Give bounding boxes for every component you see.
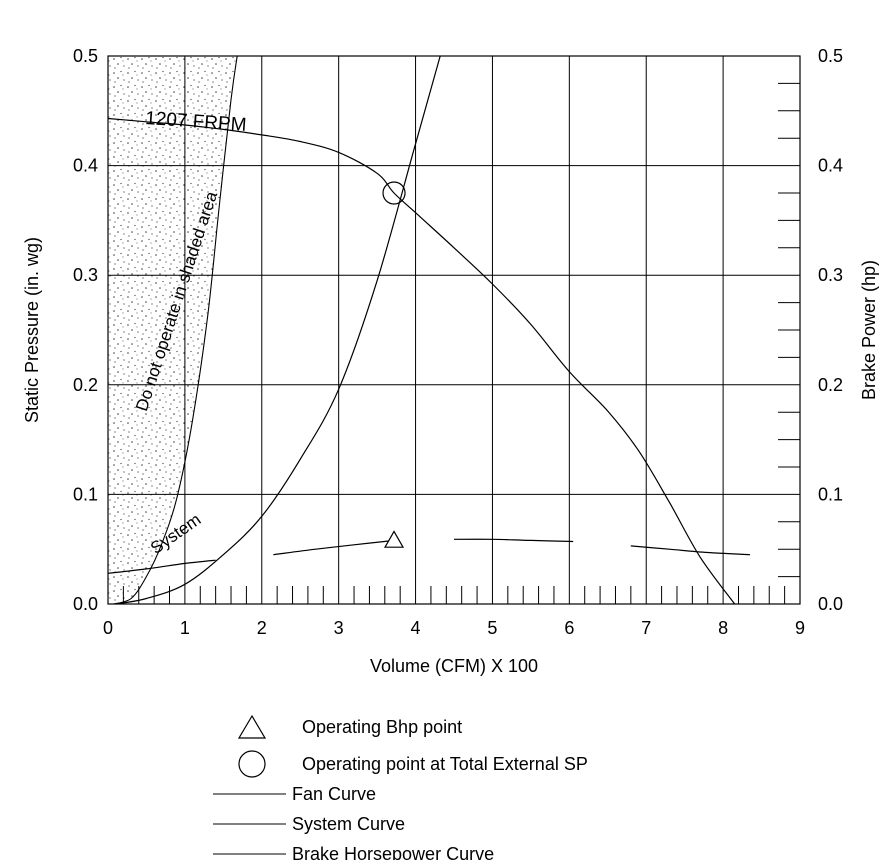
operating-bhp-triangle-marker	[383, 530, 405, 548]
y-right-tick-label: 0.5	[818, 46, 843, 66]
x-tick-label: 3	[334, 618, 344, 638]
y-right-tick-label: 0.3	[818, 265, 843, 285]
x-axis-label: Volume (CFM) X 100	[370, 656, 538, 676]
brake-horsepower-curve-segment	[453, 538, 574, 543]
y-tick-label: 0.4	[73, 156, 98, 176]
x-tick-label: 5	[487, 618, 497, 638]
shaded-area	[108, 56, 238, 604]
y-right-tick-label: 0.1	[818, 484, 843, 504]
y-right-tick-label: 0.4	[818, 156, 843, 176]
x-tick-label: 9	[795, 618, 805, 638]
curves	[108, 56, 751, 604]
grid	[108, 56, 800, 604]
system-curve	[115, 56, 441, 604]
legend-item-label: Operating point at Total External SP	[302, 754, 588, 774]
x-tick-label: 6	[564, 618, 574, 638]
legend-triangle-icon	[237, 714, 267, 739]
y-tick-label: 0.3	[73, 265, 98, 285]
restricted-boundary-line	[113, 56, 238, 604]
x-tick-label: 0	[103, 618, 113, 638]
y-axis-label-right: Brake Power (hp)	[859, 260, 879, 400]
legend-item-label: System Curve	[292, 814, 405, 834]
operating-point-circle-marker	[382, 181, 406, 205]
x-tick-label: 4	[411, 618, 421, 638]
ticks	[122, 82, 800, 604]
x-tick-label: 1	[180, 618, 190, 638]
y-tick-label: 0.5	[73, 46, 98, 66]
legend-item-label: Operating Bhp point	[302, 717, 462, 737]
y-axis-label: Static Pressure (in. wg)	[22, 237, 42, 423]
y-tick-label: 0.0	[73, 594, 98, 614]
x-tick-label: 2	[257, 618, 267, 638]
y-tick-label: 0.1	[73, 484, 98, 504]
y-right-tick-label: 0.2	[818, 375, 843, 395]
y-tick-label: 0.2	[73, 375, 98, 395]
legend-circle-icon	[238, 750, 266, 778]
restricted-area	[108, 56, 238, 604]
markers	[382, 181, 406, 548]
brake-horsepower-curve-segment	[108, 559, 216, 574]
y-right-tick-label: 0.0	[818, 594, 843, 614]
brake-horsepower-curve-segment	[630, 545, 751, 556]
legend-item-label: Fan Curve	[292, 784, 376, 804]
fan-curve	[108, 117, 736, 604]
x-tick-label: 8	[718, 618, 728, 638]
legend-item-label: Brake Horsepower Curve	[292, 844, 494, 860]
x-tick-label: 7	[641, 618, 651, 638]
brake-horsepower-curve-segment	[273, 539, 395, 556]
legend: Operating Bhp point Operating point at To…	[213, 714, 588, 860]
